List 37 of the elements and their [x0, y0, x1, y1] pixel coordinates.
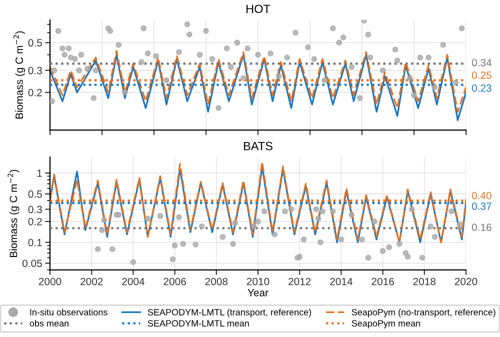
data-label: 0.25 [472, 72, 492, 79]
x-tick-label: 2008 [205, 278, 228, 286]
x-tick-label: 2004 [122, 278, 144, 286]
x-tick-label: 2016 [372, 278, 394, 286]
x-tick-label: 2010 [246, 278, 270, 286]
legend-label: SeapoPym (no-transport, reference) [352, 308, 496, 318]
x-tick-label: 2000 [38, 278, 62, 286]
x-tick-label: 2006 [164, 278, 186, 286]
x-tick-label: 2014 [330, 278, 352, 286]
y-tick-label: 0.05 [22, 260, 42, 268]
y-axis-title: Biomass (g C m$^{−2}$) [8, 170, 20, 258]
x-tick-label: 2012 [288, 278, 311, 286]
legend-label: In-situ observations [30, 308, 108, 316]
y-tick-label: 0.5 [28, 39, 42, 47]
y-tick-label: 0.3 [28, 66, 42, 74]
legend-label: SEAPODYM-LMTL mean [148, 320, 249, 327]
legend-label: SEAPODYM-LMTL (transport, reference) [148, 308, 312, 318]
chart-title: BATS [244, 142, 272, 150]
y-axis-title: Biomass (g C m$^{−2}$) [13, 31, 25, 119]
y-tick-label: 0.2 [28, 218, 42, 226]
data-label: 0.40 [472, 192, 492, 200]
y-tick-label: 0.2 [28, 88, 42, 96]
y-tick-label: 0.3 [28, 206, 42, 214]
data-label: 0.37 [472, 202, 492, 210]
x-tick-label: 2018 [413, 278, 436, 286]
legend-label: obs mean [30, 320, 68, 327]
data-label: 0.23 [472, 84, 492, 92]
x-tick-label: 2020 [454, 278, 478, 286]
y-tick-label: 1 [37, 170, 42, 177]
data-label: 0.16 [472, 224, 492, 231]
chart-title: HOT [246, 4, 270, 14]
x-axis-title: Year [248, 289, 268, 296]
y-tick-label: 0.1 [28, 238, 42, 246]
data-label: 0.34 [472, 59, 492, 66]
legend-label: SeapoPym mean [352, 320, 420, 328]
x-tick-label: 2002 [80, 278, 103, 286]
y-tick-label: 0.5 [28, 190, 42, 198]
